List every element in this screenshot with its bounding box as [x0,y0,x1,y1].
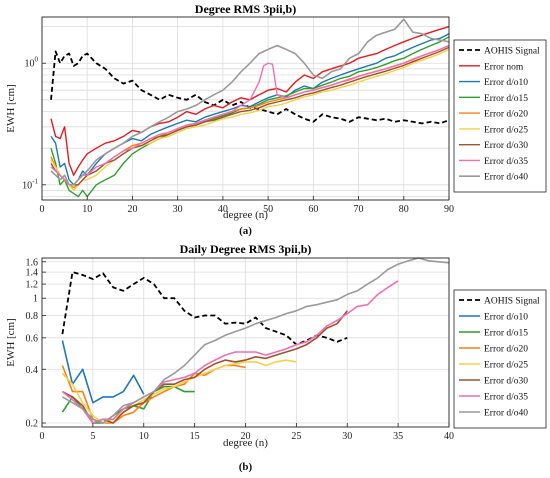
y-tick-label: 1.4 [26,268,39,279]
x-tick-label: 10 [82,204,92,215]
legend-label: Error d/o10 [484,313,528,323]
x-tick-label: 5 [90,431,95,442]
x-tick-label: 60 [308,204,318,215]
y-tick-label: 1.6 [26,257,39,268]
x-tick-label: 40 [444,431,454,442]
y-tick-label: 10-1 [22,177,38,191]
legend-box [453,289,547,429]
y-tick-label: 100 [25,56,39,70]
chart-title: Daily Degree RMS 3pii,b) [180,242,312,256]
legend-label: Error d/o10 [484,78,528,88]
legend-label: Error d/o25 [484,361,528,371]
y-axis-label: EWH [cm] [5,318,17,367]
legend-label: Error d/o20 [484,345,528,355]
y-tick-label: 0.8 [26,311,39,322]
series-line-1 [61,340,145,404]
x-tick-label: 80 [399,204,409,215]
x-tick-label: 30 [173,204,183,215]
chart-title: Degree RMS 3pii,b) [195,2,296,16]
chart-panel-1: 0 5 10 15 20 25 30 35 40 0.2 0.4 0.6 0.8 1 1.21.41.6 Da… [5,242,547,473]
x-tick-label: 70 [354,204,364,215]
x-tick-label: 0 [40,204,45,215]
series-line-1 [50,25,450,176]
legend: AOHIS Signal Error d/o10 Error d/o15 Error … [453,289,547,429]
series-line-0 [50,50,450,125]
x-tick-label: 0 [40,431,45,442]
legend-label: Error d/o15 [484,329,528,339]
legend-label: Error nom [484,62,524,72]
x-tick-label: 15 [190,431,200,442]
series-line-7 [50,44,450,186]
y-axis-label: EWH [cm] [5,84,17,133]
panel-label: (a) [239,225,252,237]
series-line-5 [62,310,348,424]
y-tick-label: 0.2 [26,419,39,430]
x-tick-label: 40 [218,204,228,215]
legend-label: Error d/o30 [484,141,528,151]
legend-label: Error d/o35 [484,157,528,167]
legend-label: AOHIS Signal [484,297,540,307]
legend-label: Error d/o40 [484,173,528,183]
y-tick-label: 0.6 [26,333,39,344]
legend-label: Error d/o40 [484,409,528,419]
x-tick-label: 25 [291,431,301,442]
series-line-6 [61,280,399,424]
x-tick-label: 30 [342,431,352,442]
panel-label: (b) [239,461,253,473]
x-tick-label: 10 [139,431,149,442]
x-tick-label: 90 [444,204,454,215]
legend-label: Error d/o25 [484,125,528,135]
x-tick-label: 20 [241,431,251,442]
x-axis-label: degree (n) [223,437,268,449]
legend-label: Error d/o15 [484,94,528,104]
legend-label: Error d/o20 [484,110,528,120]
y-tick-label: 1.2 [26,280,39,291]
y-tick-label: 0.4 [26,365,39,376]
legend-label: AOHIS Signal [484,47,540,57]
series-line-8 [50,18,450,186]
x-tick-label: 35 [393,431,403,442]
axes-frame [41,16,450,201]
y-tick-label: 1 [33,294,38,305]
legend: AOHIS Signal Error nom Error d/o10 Error d/… [453,39,547,193]
legend-label: Error d/o30 [484,377,528,387]
x-tick-label: 50 [263,204,273,215]
x-axis-label: degree (n) [223,209,268,221]
series-line-5 [50,48,450,192]
series-line-7 [62,257,450,424]
chart-panel-0: 0 10 20 30 40 50 60 70 80 90 10-1 100 Degree RMS 3pi… [5,2,547,237]
series-line-0 [61,271,348,346]
x-tick-label: 20 [127,204,137,215]
legend-label: Error d/o35 [484,393,528,403]
